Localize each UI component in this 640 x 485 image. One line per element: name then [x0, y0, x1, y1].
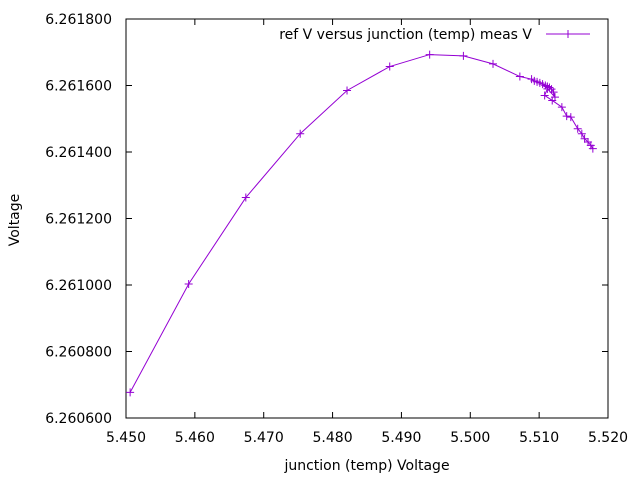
data-point	[588, 144, 597, 153]
x-tick-label: 5.500	[450, 430, 490, 446]
x-tick-label: 5.490	[381, 430, 421, 446]
y-tick-label: 6.261800	[45, 12, 112, 28]
x-tick-label: 5.460	[175, 430, 215, 446]
x-axis-ticks: 5.450 5.460 5.470 5.480 5.490 5.500 5.510 5.520	[106, 19, 628, 446]
x-tick-label: 5.480	[313, 430, 353, 446]
data-point	[573, 124, 582, 133]
y-tick-label: 6.260600	[45, 411, 112, 427]
data-point	[296, 129, 305, 138]
data-point	[566, 113, 575, 122]
y-tick-label: 6.261600	[45, 79, 112, 95]
data-point	[586, 141, 595, 150]
data-point	[184, 280, 193, 289]
y-tick-label: 6.261200	[45, 212, 112, 228]
x-tick-label: 5.470	[244, 430, 284, 446]
x-axis-label: junction (temp) Voltage	[283, 458, 449, 474]
legend: ref V versus junction (temp) meas V	[279, 27, 590, 43]
legend-label: ref V versus junction (temp) meas V	[279, 27, 532, 43]
data-point	[241, 193, 250, 202]
data-point	[577, 129, 586, 138]
series-layer	[126, 50, 597, 397]
data-point	[562, 112, 571, 121]
y-tick-label: 6.261000	[45, 278, 112, 294]
data-point	[543, 84, 552, 93]
data-point	[385, 62, 394, 71]
y-tick-label: 6.261400	[45, 145, 112, 161]
data-point	[545, 83, 554, 92]
data-point	[548, 96, 557, 105]
x-tick-label: 5.510	[519, 430, 559, 446]
data-point	[540, 91, 549, 100]
series-line	[129, 54, 594, 393]
data-point	[343, 86, 352, 95]
data-point	[515, 72, 524, 81]
data-point	[489, 59, 498, 68]
data-point	[541, 81, 550, 90]
data-point	[126, 388, 135, 397]
y-axis-label: Voltage	[7, 194, 23, 247]
data-point	[549, 88, 558, 97]
legend-marker	[564, 30, 572, 38]
y-tick-label: 6.260800	[45, 345, 112, 361]
data-point	[580, 134, 589, 143]
data-point	[557, 103, 566, 112]
x-tick-label: 5.520	[588, 430, 628, 446]
data-point	[425, 50, 434, 59]
y-axis-ticks: 6.260600 6.260800 6.261000 6.261200 6.261400…	[45, 12, 608, 427]
legend-sample	[546, 30, 590, 38]
data-point	[459, 51, 468, 60]
x-tick-label: 5.450	[106, 430, 146, 446]
